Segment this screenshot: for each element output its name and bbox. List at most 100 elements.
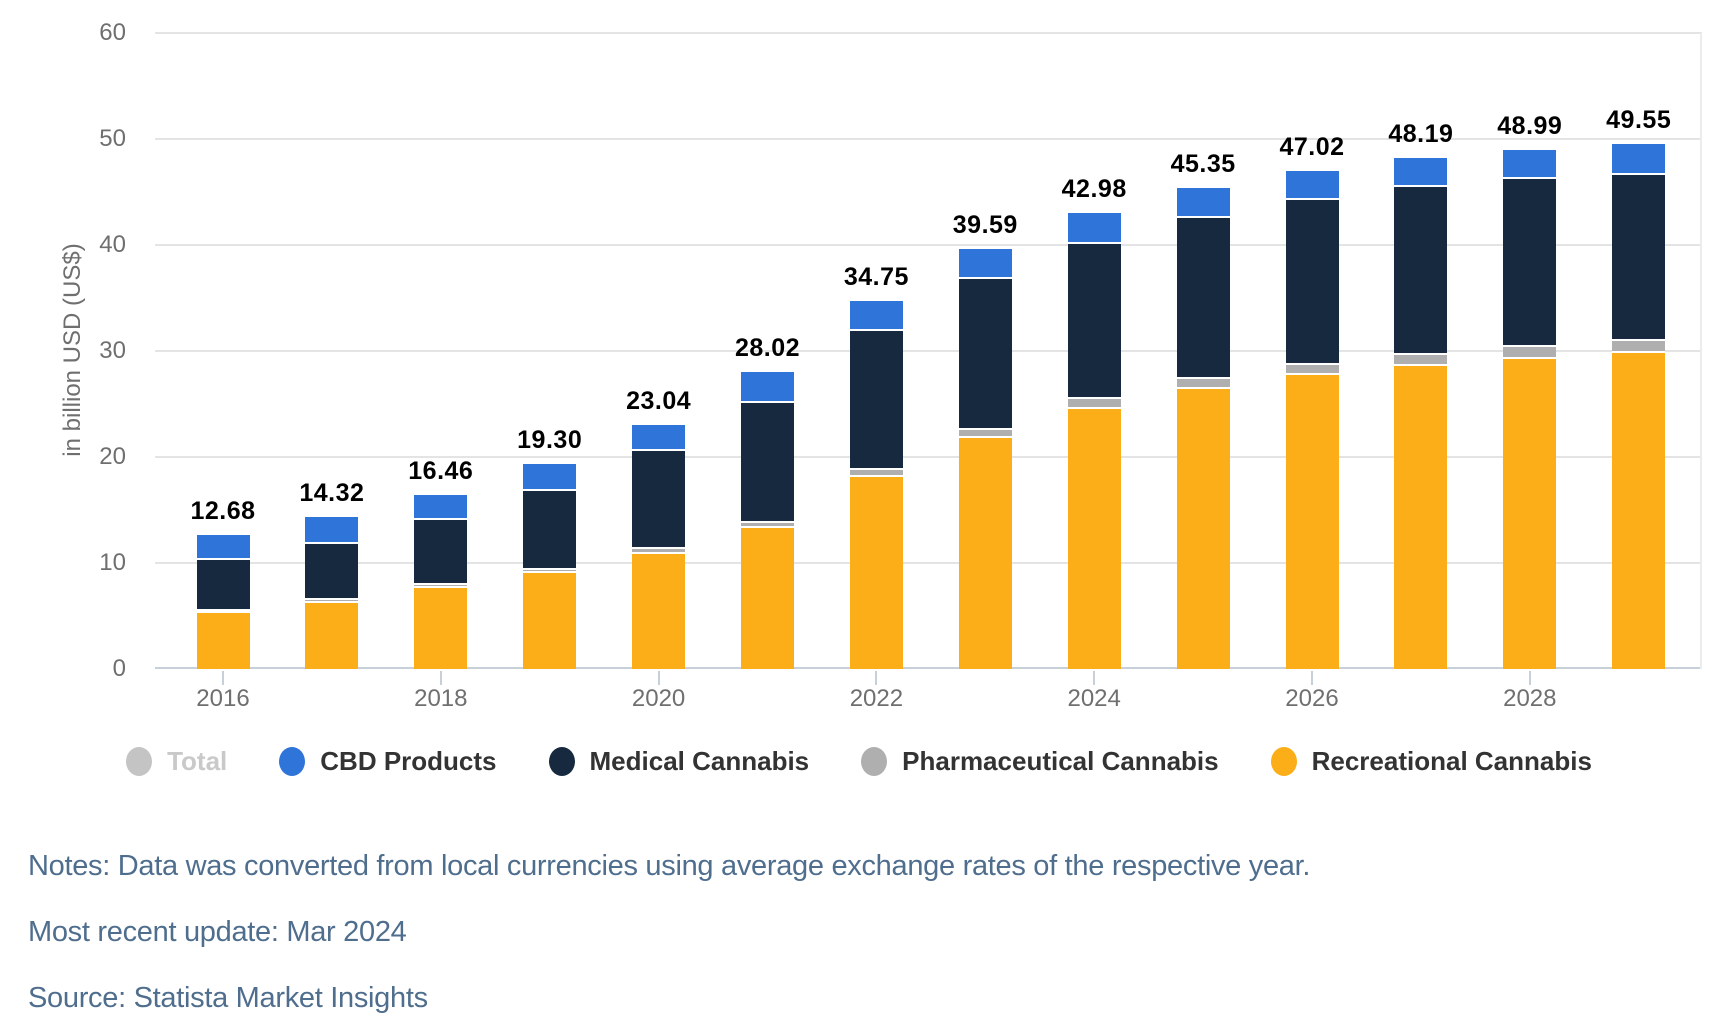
bar-segment-medical-cannabis-2024[interactable] (1067, 242, 1121, 397)
notes-line: Notes: Data was converted from local cur… (28, 850, 1311, 882)
bar-segment-cbd-products-2018[interactable] (414, 494, 468, 518)
bar-segment-cbd-products-2016[interactable] (196, 534, 250, 559)
bar-segment-recreational-cannabis-2029[interactable] (1612, 351, 1666, 669)
chart-footnotes: Notes: Data was converted from local cur… (28, 833, 1310, 1031)
bar-segment-recreational-cannabis-2023[interactable] (958, 435, 1012, 669)
h-gridline (155, 562, 1702, 564)
x-axis-tick-label: 2016 (196, 685, 250, 712)
bar-segment-medical-cannabis-2025[interactable] (1176, 215, 1230, 377)
bar-segment-pharmaceutical-cannabis-2017[interactable] (305, 598, 359, 602)
bar-segment-cbd-products-2021[interactable] (741, 372, 794, 401)
legend-item-medical-cannabis[interactable]: Medical Cannabis (548, 746, 809, 777)
legend-marker-total (126, 746, 153, 776)
bar-segment-pharmaceutical-cannabis-2026[interactable] (1285, 362, 1339, 373)
bar-segment-medical-cannabis-2028[interactable] (1503, 176, 1557, 346)
bar-segment-medical-cannabis-2019[interactable] (523, 488, 577, 569)
bar-segment-medical-cannabis-2017[interactable] (305, 541, 359, 599)
bar-segment-cbd-products-2023[interactable] (958, 249, 1012, 277)
bar-total-label-2024: 42.98 (1061, 175, 1127, 204)
bar-segment-medical-cannabis-2029[interactable] (1612, 172, 1666, 340)
bar-segment-cbd-products-2024[interactable] (1067, 213, 1121, 243)
legend-item-label: Pharmaceutical Cannabis (902, 745, 1219, 776)
bar-total-label-2027: 48.19 (1388, 120, 1454, 149)
bar-segment-recreational-cannabis-2019[interactable] (523, 571, 577, 669)
plot-right-gridline (1700, 33, 1702, 669)
bar-segment-pharmaceutical-cannabis-2022[interactable] (849, 468, 903, 475)
x-axis-tick (657, 671, 660, 685)
legend-marker-cbd-products (279, 746, 306, 776)
bar-segment-pharmaceutical-cannabis-2021[interactable] (741, 520, 794, 527)
legend-item-label: Recreational Cannabis (1311, 745, 1592, 776)
update-line: Most recent update: Mar 2024 (28, 916, 407, 948)
bar-segment-pharmaceutical-cannabis-2024[interactable] (1067, 396, 1121, 408)
bar-segment-cbd-products-2029[interactable] (1612, 143, 1666, 173)
bar-segment-cbd-products-2025[interactable] (1176, 188, 1230, 216)
bar-segment-cbd-products-2020[interactable] (632, 424, 686, 450)
bar-segment-pharmaceutical-cannabis-2018[interactable] (414, 583, 468, 587)
bar-segment-cbd-products-2026[interactable] (1285, 170, 1339, 198)
bar-segment-medical-cannabis-2018[interactable] (414, 517, 468, 584)
bar-segment-recreational-cannabis-2018[interactable] (414, 586, 468, 669)
bar-segment-pharmaceutical-cannabis-2027[interactable] (1394, 353, 1448, 364)
x-axis-tick-label: 2026 (1285, 685, 1339, 712)
x-axis-line (155, 667, 1702, 669)
bar-total-label-2020: 23.04 (626, 386, 692, 415)
bar-segment-pharmaceutical-cannabis-2019[interactable] (523, 568, 577, 572)
bar-segment-recreational-cannabis-2025[interactable] (1176, 387, 1230, 669)
legend-item-recreational-cannabis[interactable]: Recreational Cannabis (1270, 745, 1592, 777)
bar-segment-pharmaceutical-cannabis-2028[interactable] (1503, 345, 1557, 357)
bar-segment-recreational-cannabis-2027[interactable] (1394, 363, 1448, 669)
x-axis-tick (439, 671, 442, 685)
legend-item-total[interactable]: Total (126, 746, 227, 777)
bar-segment-recreational-cannabis-2022[interactable] (849, 474, 903, 669)
bar-segment-medical-cannabis-2023[interactable] (958, 276, 1012, 428)
bar-total-label-2016: 12.68 (190, 496, 256, 525)
bar-stack-2026 (1285, 170, 1339, 669)
y-axis-tick-label: 30 (99, 337, 126, 364)
bar-segment-recreational-cannabis-2021[interactable] (741, 526, 794, 669)
bar-segment-cbd-products-2017[interactable] (305, 517, 359, 542)
bar-segment-medical-cannabis-2021[interactable] (741, 400, 794, 521)
bar-segment-recreational-cannabis-2024[interactable] (1067, 407, 1121, 669)
bar-stack-2016 (196, 534, 250, 669)
bar-segment-pharmaceutical-cannabis-2023[interactable] (958, 427, 1012, 436)
bar-segment-cbd-products-2028[interactable] (1503, 149, 1557, 177)
bar-segment-pharmaceutical-cannabis-2016[interactable] (196, 608, 250, 612)
bar-segment-recreational-cannabis-2016[interactable] (196, 611, 250, 669)
bar-segment-medical-cannabis-2016[interactable] (196, 558, 250, 609)
bar-stack-2028 (1503, 149, 1557, 669)
chart-legend: Total CBD Products Medical Cannabis Pharmac… (0, 733, 1718, 789)
bar-segment-medical-cannabis-2022[interactable] (849, 329, 903, 469)
legend-marker-recreational-cannabis (1270, 746, 1297, 776)
bar-total-label-2017: 14.32 (299, 479, 365, 508)
bar-total-label-2025: 45.35 (1170, 150, 1236, 179)
bar-segment-recreational-cannabis-2028[interactable] (1503, 356, 1557, 669)
bar-segment-cbd-products-2022[interactable] (849, 300, 903, 330)
legend-item-pharmaceutical-cannabis[interactable]: Pharmaceutical Cannabis (861, 745, 1219, 777)
x-axis-tick (1093, 671, 1096, 685)
bar-segment-cbd-products-2027[interactable] (1394, 158, 1448, 185)
y-axis-tick-label: 40 (99, 231, 126, 258)
bar-stack-2019 (523, 464, 577, 669)
bar-segment-pharmaceutical-cannabis-2029[interactable] (1612, 339, 1666, 351)
legend-item-cbd-products[interactable]: CBD Products (279, 746, 497, 777)
bar-segment-recreational-cannabis-2017[interactable] (305, 601, 359, 669)
bar-segment-cbd-products-2019[interactable] (523, 464, 577, 489)
bar-stack-2020 (632, 424, 686, 669)
bar-segment-pharmaceutical-cannabis-2020[interactable] (632, 546, 686, 552)
bar-stack-2027 (1394, 158, 1448, 669)
bar-total-label-2018: 16.46 (408, 456, 474, 485)
bar-total-label-2019: 19.30 (517, 426, 583, 455)
bar-segment-medical-cannabis-2020[interactable] (632, 449, 686, 547)
x-axis-tick-label: 2018 (414, 685, 468, 712)
y-axis-tick-label: 10 (99, 549, 126, 576)
h-gridline (155, 138, 1702, 140)
bar-segment-pharmaceutical-cannabis-2025[interactable] (1176, 376, 1230, 388)
x-axis-tick-label: 2020 (631, 685, 686, 712)
bar-segment-recreational-cannabis-2020[interactable] (632, 551, 686, 669)
bar-total-label-2022: 34.75 (843, 262, 909, 291)
bar-segment-medical-cannabis-2027[interactable] (1394, 184, 1448, 354)
bar-segment-medical-cannabis-2026[interactable] (1285, 197, 1339, 363)
bar-segment-recreational-cannabis-2026[interactable] (1285, 372, 1339, 669)
